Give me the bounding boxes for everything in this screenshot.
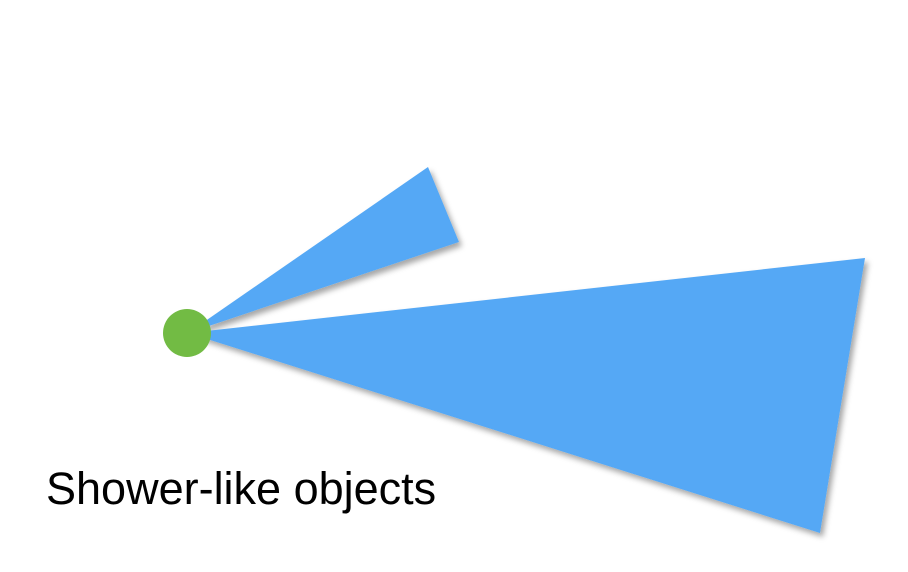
large-shower-cone xyxy=(188,258,865,533)
green-vertex-dot xyxy=(163,309,211,357)
diagram-caption: Shower-like objects xyxy=(46,463,437,514)
small-shower-cone xyxy=(188,167,459,333)
